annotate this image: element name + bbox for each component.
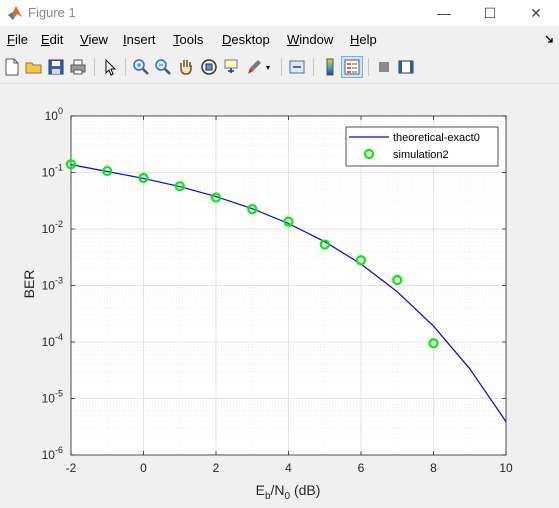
y-axis-label: BER bbox=[21, 270, 37, 299]
menu-file[interactable]: File bbox=[7, 32, 28, 47]
toolbar-separator bbox=[125, 58, 126, 76]
close-button[interactable]: ✕ bbox=[530, 4, 542, 21]
simulation-markers[interactable] bbox=[65, 159, 439, 349]
simulation-point[interactable] bbox=[102, 165, 113, 177]
legend-marker-swatch bbox=[363, 148, 375, 160]
simulation-point[interactable] bbox=[392, 274, 403, 286]
edit-plot-arrow-icon[interactable] bbox=[100, 57, 120, 77]
legend[interactable]: theoretical-exact0 simulation2 bbox=[345, 126, 499, 167]
y-tick-label: 10-3 bbox=[42, 276, 63, 293]
simulation-point[interactable] bbox=[138, 172, 149, 184]
new-figure-icon[interactable] bbox=[2, 57, 22, 77]
zoom-out-icon[interactable] bbox=[153, 57, 173, 77]
zoom-in-icon[interactable] bbox=[131, 57, 151, 77]
menu-desktop[interactable]: Desktop bbox=[222, 32, 270, 47]
x-tick-label: 8 bbox=[430, 461, 437, 475]
x-tick-label: -2 bbox=[66, 461, 77, 475]
menu-bar: File Edit View Insert Tools Desktop Wind… bbox=[0, 28, 559, 50]
x-tick-labels: -2 0 2 4 6 8 10 bbox=[66, 461, 513, 475]
simulation-point[interactable] bbox=[247, 204, 258, 215]
x-tick-label: 10 bbox=[499, 461, 513, 475]
menu-help[interactable]: Help bbox=[350, 32, 377, 47]
minimize-button[interactable]: — bbox=[437, 5, 451, 21]
menu-insert[interactable]: Insert bbox=[123, 32, 156, 47]
simulation-point[interactable] bbox=[319, 239, 330, 250]
toolbar-divider bbox=[0, 83, 559, 84]
simulation-point[interactable] bbox=[428, 338, 439, 349]
legend-label-theory: theoretical-exact0 bbox=[393, 132, 480, 144]
brush-icon[interactable] bbox=[244, 57, 264, 77]
y-tick-label: 10-1 bbox=[42, 163, 63, 180]
dock-arrow-icon[interactable] bbox=[544, 34, 554, 44]
show-plot-tools-icon[interactable] bbox=[396, 57, 416, 77]
menu-edit[interactable]: Edit bbox=[41, 32, 64, 47]
y-tick-label: 100 bbox=[45, 106, 63, 123]
maximize-button[interactable]: ☐ bbox=[483, 4, 497, 21]
print-icon[interactable] bbox=[68, 57, 88, 77]
menu-tools[interactable]: Tools bbox=[173, 32, 204, 47]
legend-box bbox=[345, 126, 499, 167]
x-tick-label: 2 bbox=[213, 461, 220, 475]
y-tick-label: 10-4 bbox=[42, 332, 63, 349]
x-tick-label: 4 bbox=[285, 461, 292, 475]
pan-hand-icon[interactable] bbox=[176, 57, 196, 77]
axis-ticks bbox=[70, 115, 507, 456]
open-file-icon[interactable] bbox=[24, 57, 44, 77]
colorbar-icon[interactable] bbox=[320, 57, 340, 77]
link-plot-icon[interactable] bbox=[287, 57, 307, 77]
simulation-point[interactable] bbox=[355, 255, 367, 266]
toolbar-separator bbox=[281, 58, 282, 76]
menu-window[interactable]: Window bbox=[287, 32, 334, 47]
ber-plot[interactable]: -2 0 2 4 6 8 10 10-6 10-5 10-4 10-3 10-2 10-1 100 Eb… bbox=[0, 84, 559, 503]
x-tick-label: 6 bbox=[358, 461, 365, 475]
brush-dropdown-icon[interactable]: ▾ bbox=[266, 63, 271, 72]
title-bar: Figure 1 — ☐ ✕ bbox=[0, 0, 559, 26]
legend-label-simulation: simulation2 bbox=[393, 149, 449, 161]
simulation-point[interactable] bbox=[283, 216, 294, 227]
toolbar-separator bbox=[313, 58, 314, 76]
toolbar: ▾ bbox=[0, 53, 559, 81]
data-cursor-icon[interactable] bbox=[222, 57, 242, 77]
matlab-logo-icon bbox=[8, 6, 22, 20]
theoretical-curve[interactable] bbox=[70, 164, 507, 422]
rotate-3d-icon[interactable] bbox=[199, 57, 219, 77]
hide-plot-tools-icon[interactable] bbox=[374, 57, 394, 77]
save-icon[interactable] bbox=[46, 57, 66, 77]
legend-icon[interactable] bbox=[341, 56, 363, 78]
y-tick-labels: 10-6 10-5 10-4 10-3 10-2 10-1 100 bbox=[42, 106, 63, 462]
figure-area: -2 0 2 4 6 8 10 10-6 10-5 10-4 10-3 10-2 10-1 100 Eb… bbox=[0, 84, 559, 503]
simulation-point[interactable] bbox=[210, 192, 222, 203]
toolbar-separator bbox=[94, 58, 95, 76]
x-axis-label: Eb/N0 (dB) bbox=[256, 482, 321, 502]
y-tick-label: 10-5 bbox=[42, 389, 63, 406]
window-title: Figure 1 bbox=[28, 5, 76, 20]
y-tick-label: 10-2 bbox=[42, 219, 63, 236]
menu-view[interactable]: View bbox=[80, 32, 108, 47]
y-tick-label: 10-6 bbox=[42, 445, 63, 462]
simulation-point[interactable] bbox=[65, 159, 77, 170]
x-tick-label: 0 bbox=[140, 461, 147, 475]
toolbar-separator bbox=[368, 58, 369, 76]
simulation-point[interactable] bbox=[174, 181, 185, 192]
